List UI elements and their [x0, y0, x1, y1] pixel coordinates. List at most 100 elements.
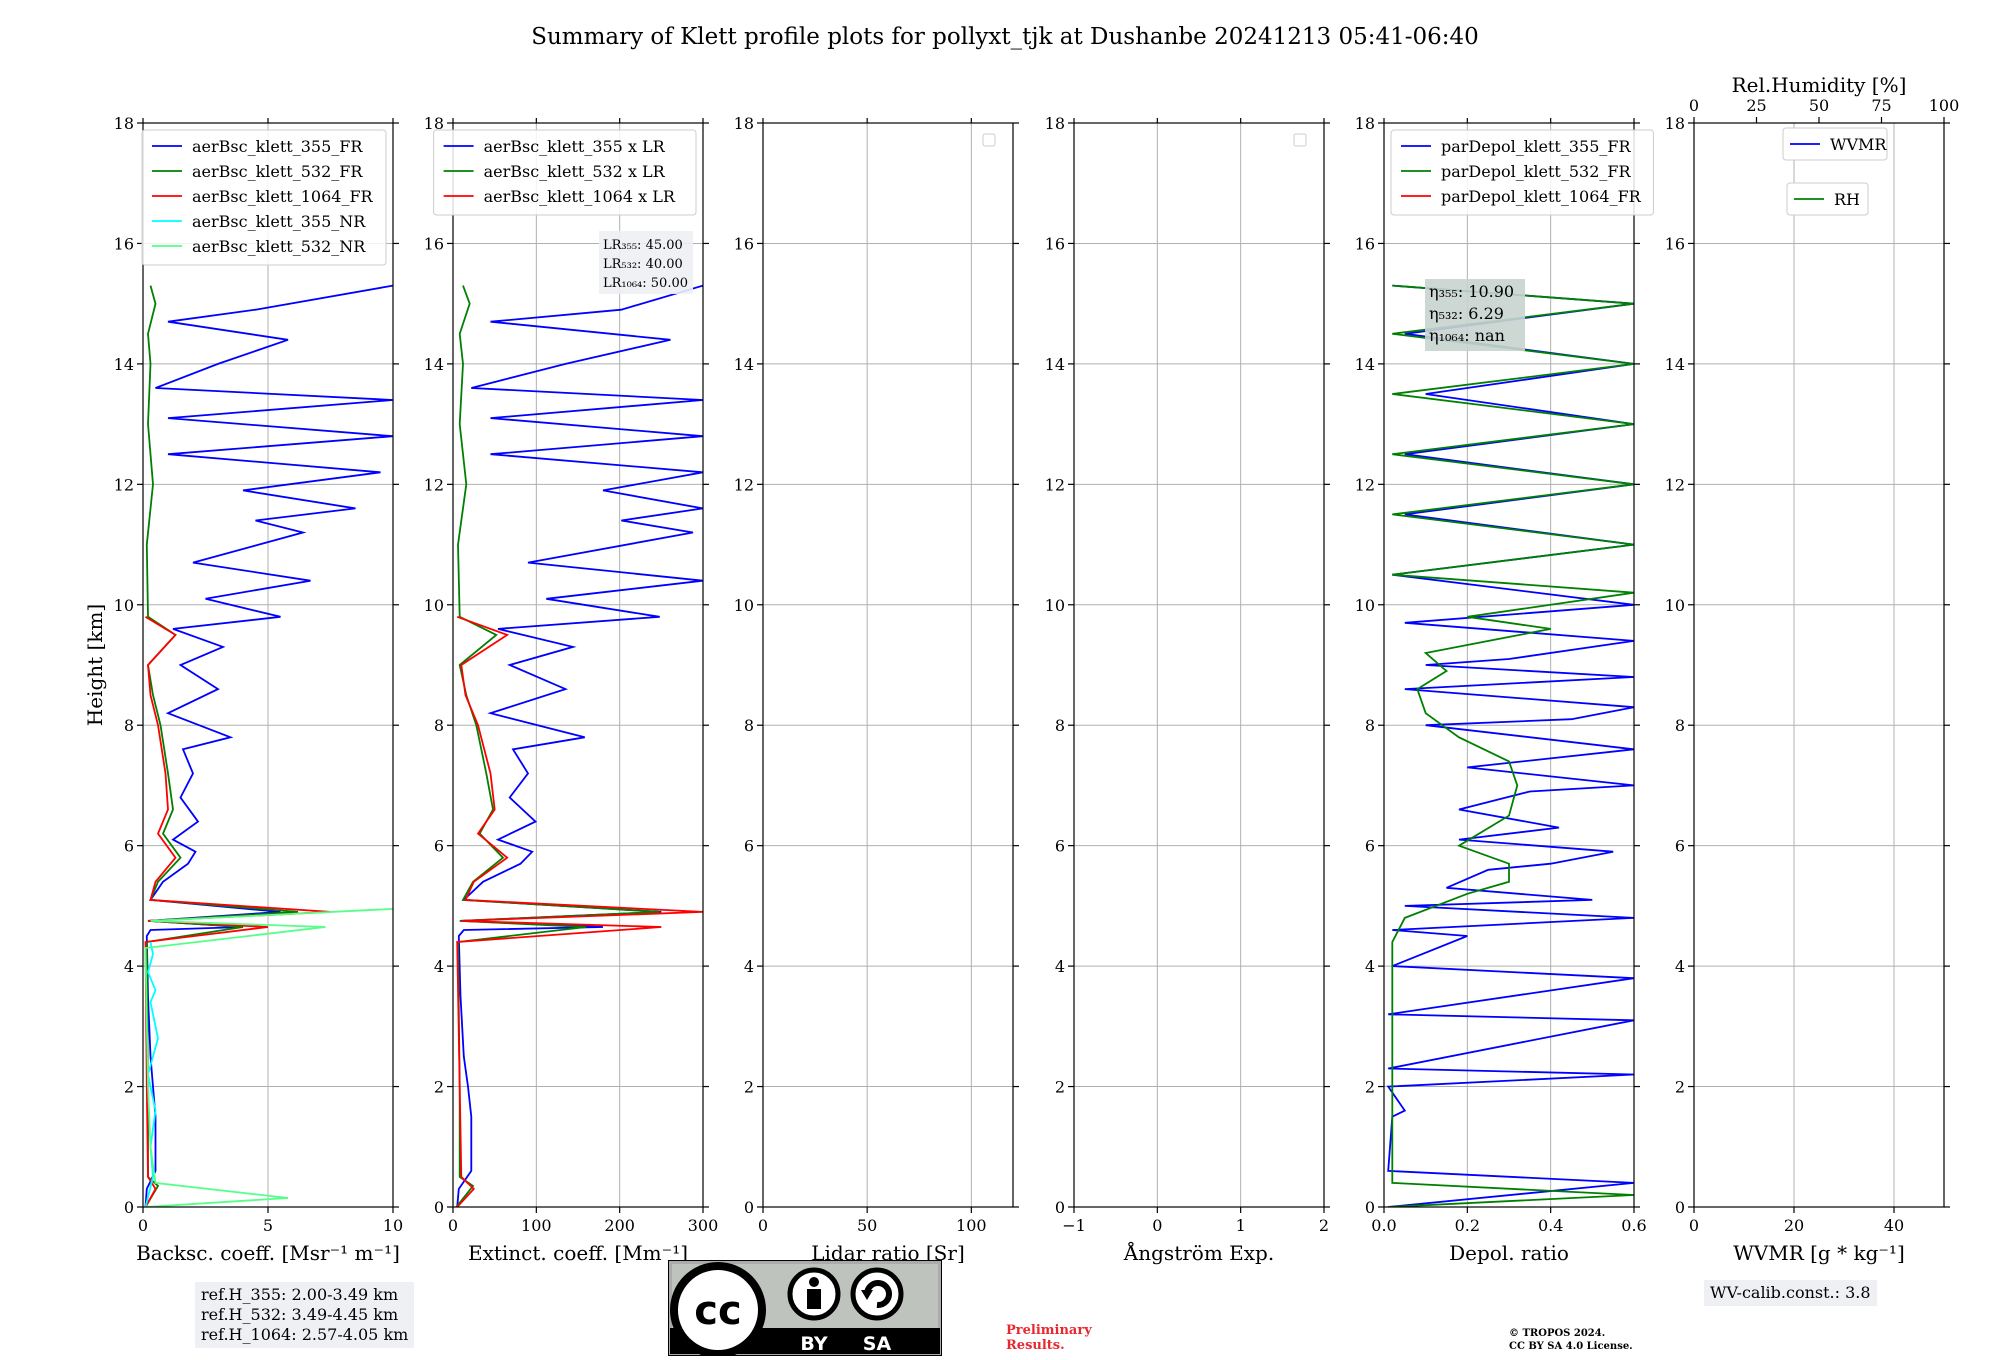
axes-frame — [452, 122, 704, 1208]
y-tick-label: 4 — [1055, 957, 1065, 976]
legend-box-empty — [982, 133, 996, 147]
y-tick-label: 12 — [424, 475, 444, 494]
copyright-line-2: CC BY SA 4.0 License. — [1509, 1341, 1633, 1352]
series-line-1 — [1386, 284, 1634, 1207]
y-tick-label: 2 — [124, 1078, 134, 1097]
series-line-3 — [144, 616, 331, 1207]
annotation-box — [1425, 279, 1525, 351]
annotation-text: η₁₀₆₄: nan — [1429, 326, 1505, 345]
y-tick-label: 6 — [1675, 837, 1685, 856]
y-tick-label: 14 — [734, 355, 754, 374]
y-tick-label: 4 — [1675, 957, 1685, 976]
x-axis-label: Ångström Exp. — [1123, 1240, 1274, 1265]
y-tick-label: 18 — [1665, 114, 1685, 133]
legend-label: parDepol_klett_532_FR — [1441, 162, 1632, 181]
axes-frame — [1693, 122, 1945, 1208]
x-tick-label: 50 — [857, 1216, 877, 1235]
cc-letters: cc — [694, 1288, 741, 1334]
x-tick-label: 0 — [448, 1216, 458, 1235]
ref-heights-box: ref.H_355: 2.00-3.49 km ref.H_532: 3.49-… — [195, 1282, 415, 1348]
preliminary-line-2: Results. — [1006, 1338, 1065, 1353]
y-tick-label: 6 — [1365, 837, 1375, 856]
y-tick-label: 4 — [434, 957, 444, 976]
ref-height-532: ref.H_532: 3.49-4.45 km — [201, 1305, 399, 1324]
series-line-2 — [1388, 284, 1634, 1207]
legend-box — [1786, 182, 1869, 216]
y-tick-label: 8 — [124, 716, 134, 735]
y-tick-label: 12 — [1355, 475, 1375, 494]
y-tick-label: 6 — [1055, 837, 1065, 856]
annotation-text: LR₁₀₆₄: 50.00 — [603, 276, 688, 291]
y-tick-label: 10 — [1355, 596, 1375, 615]
legend-box — [1390, 129, 1654, 216]
annotation-text: LR₃₅₅: 45.00 — [603, 238, 683, 253]
top-tick-label: 50 — [1809, 96, 1829, 115]
legend-label: parDepol_klett_1064_FR — [1441, 187, 1642, 206]
annotation-text: η₃₅₅: 10.90 — [1429, 282, 1514, 301]
x-tick-label: 0 — [1689, 1216, 1699, 1235]
x-axis-label: Backsc. coeff. [Msr⁻¹ m⁻¹] — [136, 1241, 400, 1265]
y-tick-label: 14 — [1045, 355, 1065, 374]
x-tick-label: 20 — [1784, 1216, 1804, 1235]
x-tick-label: 200 — [604, 1216, 635, 1235]
preliminary-line-1: Preliminary — [1006, 1323, 1092, 1338]
top-tick-label: 75 — [1871, 96, 1891, 115]
y-tick-label: 10 — [734, 596, 754, 615]
y-tick-label: 16 — [734, 234, 754, 253]
y-tick-label: 8 — [744, 716, 754, 735]
annotation-text: η₅₃₂: 6.29 — [1429, 304, 1504, 323]
x-tick-label: −1 — [1062, 1216, 1086, 1235]
y-tick-label: 18 — [734, 114, 754, 133]
y-tick-label: 12 — [1045, 475, 1065, 494]
axes-frame — [1383, 122, 1635, 1208]
y-tick-label: 2 — [1675, 1078, 1685, 1097]
y-tick-label: 8 — [1365, 716, 1375, 735]
series-line-1 — [144, 284, 393, 1207]
legend-box — [1782, 127, 1888, 161]
legend-label: WVMR — [1830, 135, 1887, 154]
annotation-box — [599, 231, 693, 294]
legend-label: aerBsc_klett_355_NR — [192, 212, 366, 231]
y-tick-label: 18 — [114, 114, 134, 133]
y-tick-label: 14 — [1355, 355, 1375, 374]
x-tick-label: 10 — [383, 1216, 403, 1235]
y-tick-label: 2 — [1055, 1078, 1065, 1097]
wv-calib-text: WV-calib.const.: 3.8 — [1710, 1283, 1871, 1302]
axes-frame — [762, 122, 1014, 1208]
x-tick-label: 300 — [688, 1216, 719, 1235]
legend-label: parDepol_klett_355_FR — [1441, 137, 1632, 156]
x-tick-label: 0.2 — [1455, 1216, 1480, 1235]
share-alike-icon — [850, 1267, 904, 1321]
panel-5: 0 2 4 6 8 10 12 14 16 18 0.0 0.2 0.4 0.6 Depol. ratio p… — [1355, 114, 1654, 1265]
ref-height-1064: ref.H_1064: 2.57-4.05 km — [201, 1325, 409, 1344]
preliminary-note: Preliminary Results. — [1006, 1323, 1092, 1353]
y-tick-label: 12 — [114, 475, 134, 494]
annotation-text: LR₅₃₂: 40.00 — [603, 257, 683, 272]
top-tick-label: 25 — [1746, 96, 1766, 115]
y-tick-label: 0 — [124, 1198, 134, 1217]
y-tick-label: 16 — [114, 234, 134, 253]
y-tick-label: 6 — [744, 837, 754, 856]
by-label: BY — [800, 1333, 827, 1355]
y-tick-label: 10 — [1665, 596, 1685, 615]
y-tick-label: 10 — [1045, 596, 1065, 615]
x-tick-label: 0 — [1152, 1216, 1162, 1235]
x-tick-label: 0 — [138, 1216, 148, 1235]
y-tick-label: 12 — [734, 475, 754, 494]
y-tick-label: 10 — [424, 596, 444, 615]
series-line-5 — [144, 908, 393, 1207]
y-tick-label: 4 — [124, 957, 134, 976]
legend-label: aerBsc_klett_532_FR — [192, 162, 363, 181]
legend-label: aerBsc_klett_1064 x LR — [484, 187, 676, 206]
series-line-1 — [456, 284, 703, 1207]
x-tick-label: 0.6 — [1621, 1216, 1646, 1235]
x-axis-label: WVMR [g * kg⁻¹] — [1733, 1241, 1905, 1265]
axes-frame — [1073, 122, 1325, 1208]
legend-box — [141, 129, 387, 266]
y-tick-label: 16 — [1355, 234, 1375, 253]
x-tick-label: 0 — [758, 1216, 768, 1235]
y-tick-label: 18 — [1355, 114, 1375, 133]
